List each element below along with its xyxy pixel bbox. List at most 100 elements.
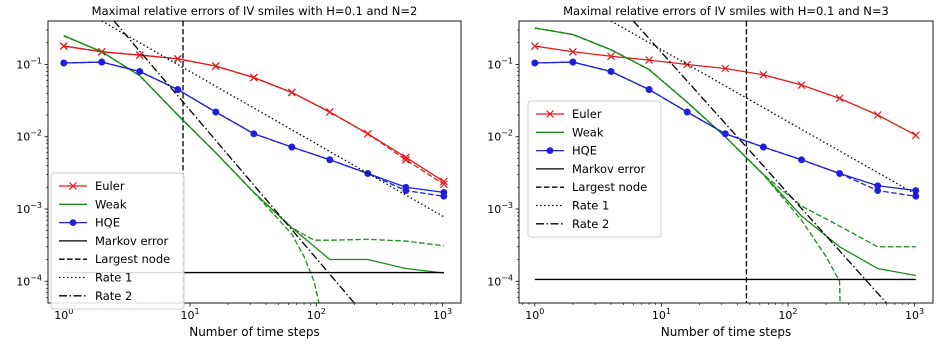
data-point [873,111,882,119]
data-point [60,59,68,67]
legend-label: Largest node [95,252,170,266]
data-point [135,51,144,60]
legend-marker [546,110,554,118]
legend-label: Largest node [572,180,647,194]
y-tick-label-base: 10 [16,275,30,288]
data-point [59,42,68,50]
data-point [401,155,410,164]
y-tick-label-base: 10 [487,203,501,216]
series-line [101,21,445,218]
data-point [836,170,844,177]
data-point [759,70,768,79]
data-point [287,88,296,97]
x-tick-label: 100 [54,307,73,322]
plot-frame [47,20,462,304]
data-point [173,54,182,63]
x-tick-label-base: 10 [433,309,447,322]
legend-marker [69,219,77,227]
y-tick-label-exp: −2 [30,129,42,138]
legend-label: Weak [572,125,604,139]
chart-panel-2: Maximal relative errors of IV smiles wit… [487,4,934,339]
series-line [632,21,887,303]
data-point [874,187,882,194]
data-point [174,86,182,93]
x-tick-label: 100 [525,307,544,322]
y-tick-label-base: 10 [16,58,30,71]
x-axis-label: Number of time steps [661,325,792,339]
data-point [212,108,220,116]
data-point [645,86,653,93]
data-point [912,192,920,200]
y-tick-label: 10−1 [16,56,42,71]
x-tick-label-exp: 2 [321,307,326,316]
legend: Euler Weak HQE Markov error Largest node Rate… [50,172,185,310]
x-tick-label: 102 [307,307,326,322]
x-tick-label-base: 10 [525,309,539,322]
data-point [364,170,372,177]
legend-label: Markov error [572,162,646,176]
x-tick-label-base: 10 [652,309,666,322]
legend-label: Rate 1 [572,199,609,213]
y-tick-label-base: 10 [16,131,30,144]
chart-title: Maximal relative errors of IV smiles wit… [563,4,889,18]
legend-label: Weak [95,197,127,211]
x-tick-label-exp: 2 [792,307,797,316]
legend-label: Euler [572,107,602,121]
plot-area [530,21,920,303]
legend-label: Markov error [95,234,169,248]
legend-label: Rate 2 [572,217,609,231]
y-tick-label-exp: −3 [30,201,42,210]
data-point [530,42,539,50]
y-tick-label-exp: −3 [501,201,513,210]
data-point [288,143,296,151]
x-tick-label-base: 10 [54,309,68,322]
legend-label: Rate 2 [95,289,132,303]
data-point [683,60,692,69]
data-point [797,81,806,89]
y-tick-label: 10−4 [16,273,42,288]
data-point [249,73,258,82]
x-tick-label: 101 [180,307,199,322]
x-tick-label: 103 [905,307,924,322]
y-tick-label: 10−2 [16,129,42,144]
data-point [798,156,805,164]
y-tick-label-base: 10 [16,203,30,216]
data-point [402,187,410,194]
y-tick-label: 10−3 [16,201,42,216]
x-tick-label-exp: 3 [919,307,924,316]
series-line [610,21,917,195]
data-point [760,143,767,151]
legend-box [527,100,662,238]
x-tick-label-base: 10 [778,309,792,322]
data-point [531,59,539,67]
y-tick-label-base: 10 [487,131,501,144]
x-tick-label: 102 [778,307,797,322]
series-line [63,35,320,303]
data-point [211,62,220,71]
y-tick-label: 10−2 [487,129,513,144]
series-line [63,35,444,247]
legend-label: HQE [572,144,597,158]
data-point [835,94,844,103]
data-point [401,153,410,162]
data-point [250,130,258,138]
data-point [721,64,730,73]
series-line [63,61,444,197]
y-tick-label: 10−1 [487,56,513,71]
legend-label: Euler [95,179,125,193]
x-tick-label-base: 10 [307,309,321,322]
x-tick-label-exp: 3 [447,307,452,316]
data-point [136,68,144,75]
data-point [440,192,448,200]
data-point [98,58,106,66]
data-point [568,47,577,56]
y-tick-label: 10−3 [487,201,513,216]
data-point [911,131,920,140]
x-tick-label-base: 10 [905,309,919,322]
y-tick-label-exp: −1 [30,56,42,65]
data-point [607,68,615,75]
series-line [113,21,355,303]
y-tick-label-exp: −4 [30,273,42,282]
x-tick-label: 103 [433,307,452,322]
